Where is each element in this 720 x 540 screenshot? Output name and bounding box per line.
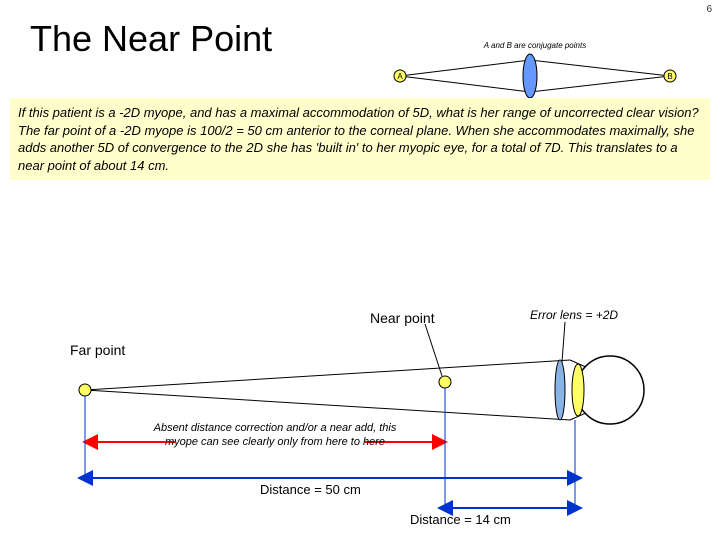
explanation-answer: The far point of a -2D myope is 100/2 = … — [18, 123, 694, 173]
lens-icon — [523, 54, 537, 98]
eye-icon — [576, 356, 644, 424]
explanation-box: If this patient is a -2D myope, and has … — [10, 98, 710, 180]
conjugate-caption: A and B are conjugate points — [483, 41, 586, 50]
far-point-icon — [79, 384, 91, 396]
conjugate-diagram-svg: A and B are conjugate points A B — [380, 38, 690, 98]
distance-far-label: Distance = 50 cm — [260, 482, 361, 497]
distance-near-label: Distance = 14 cm — [410, 512, 511, 527]
near-point-label: Near point — [370, 310, 435, 326]
far-point-label: Far point — [70, 342, 125, 358]
bottom-diagram: Near point Error lens = +2D Far point — [30, 320, 690, 530]
range-note: Absent distance correction and/or a near… — [145, 422, 405, 450]
point-a-label: A — [397, 72, 403, 81]
error-lens-label: Error lens = +2D — [530, 308, 618, 322]
error-lens-icon — [555, 360, 565, 420]
near-point-icon — [439, 376, 451, 388]
eye-lens-icon — [572, 364, 584, 416]
page-title: The Near Point — [30, 18, 272, 60]
slide-number: 6 — [706, 4, 712, 15]
explanation-question: If this patient is a -2D myope, and has … — [18, 105, 699, 120]
top-diagram: A and B are conjugate points A B — [380, 38, 690, 98]
point-b-label: B — [667, 72, 672, 81]
